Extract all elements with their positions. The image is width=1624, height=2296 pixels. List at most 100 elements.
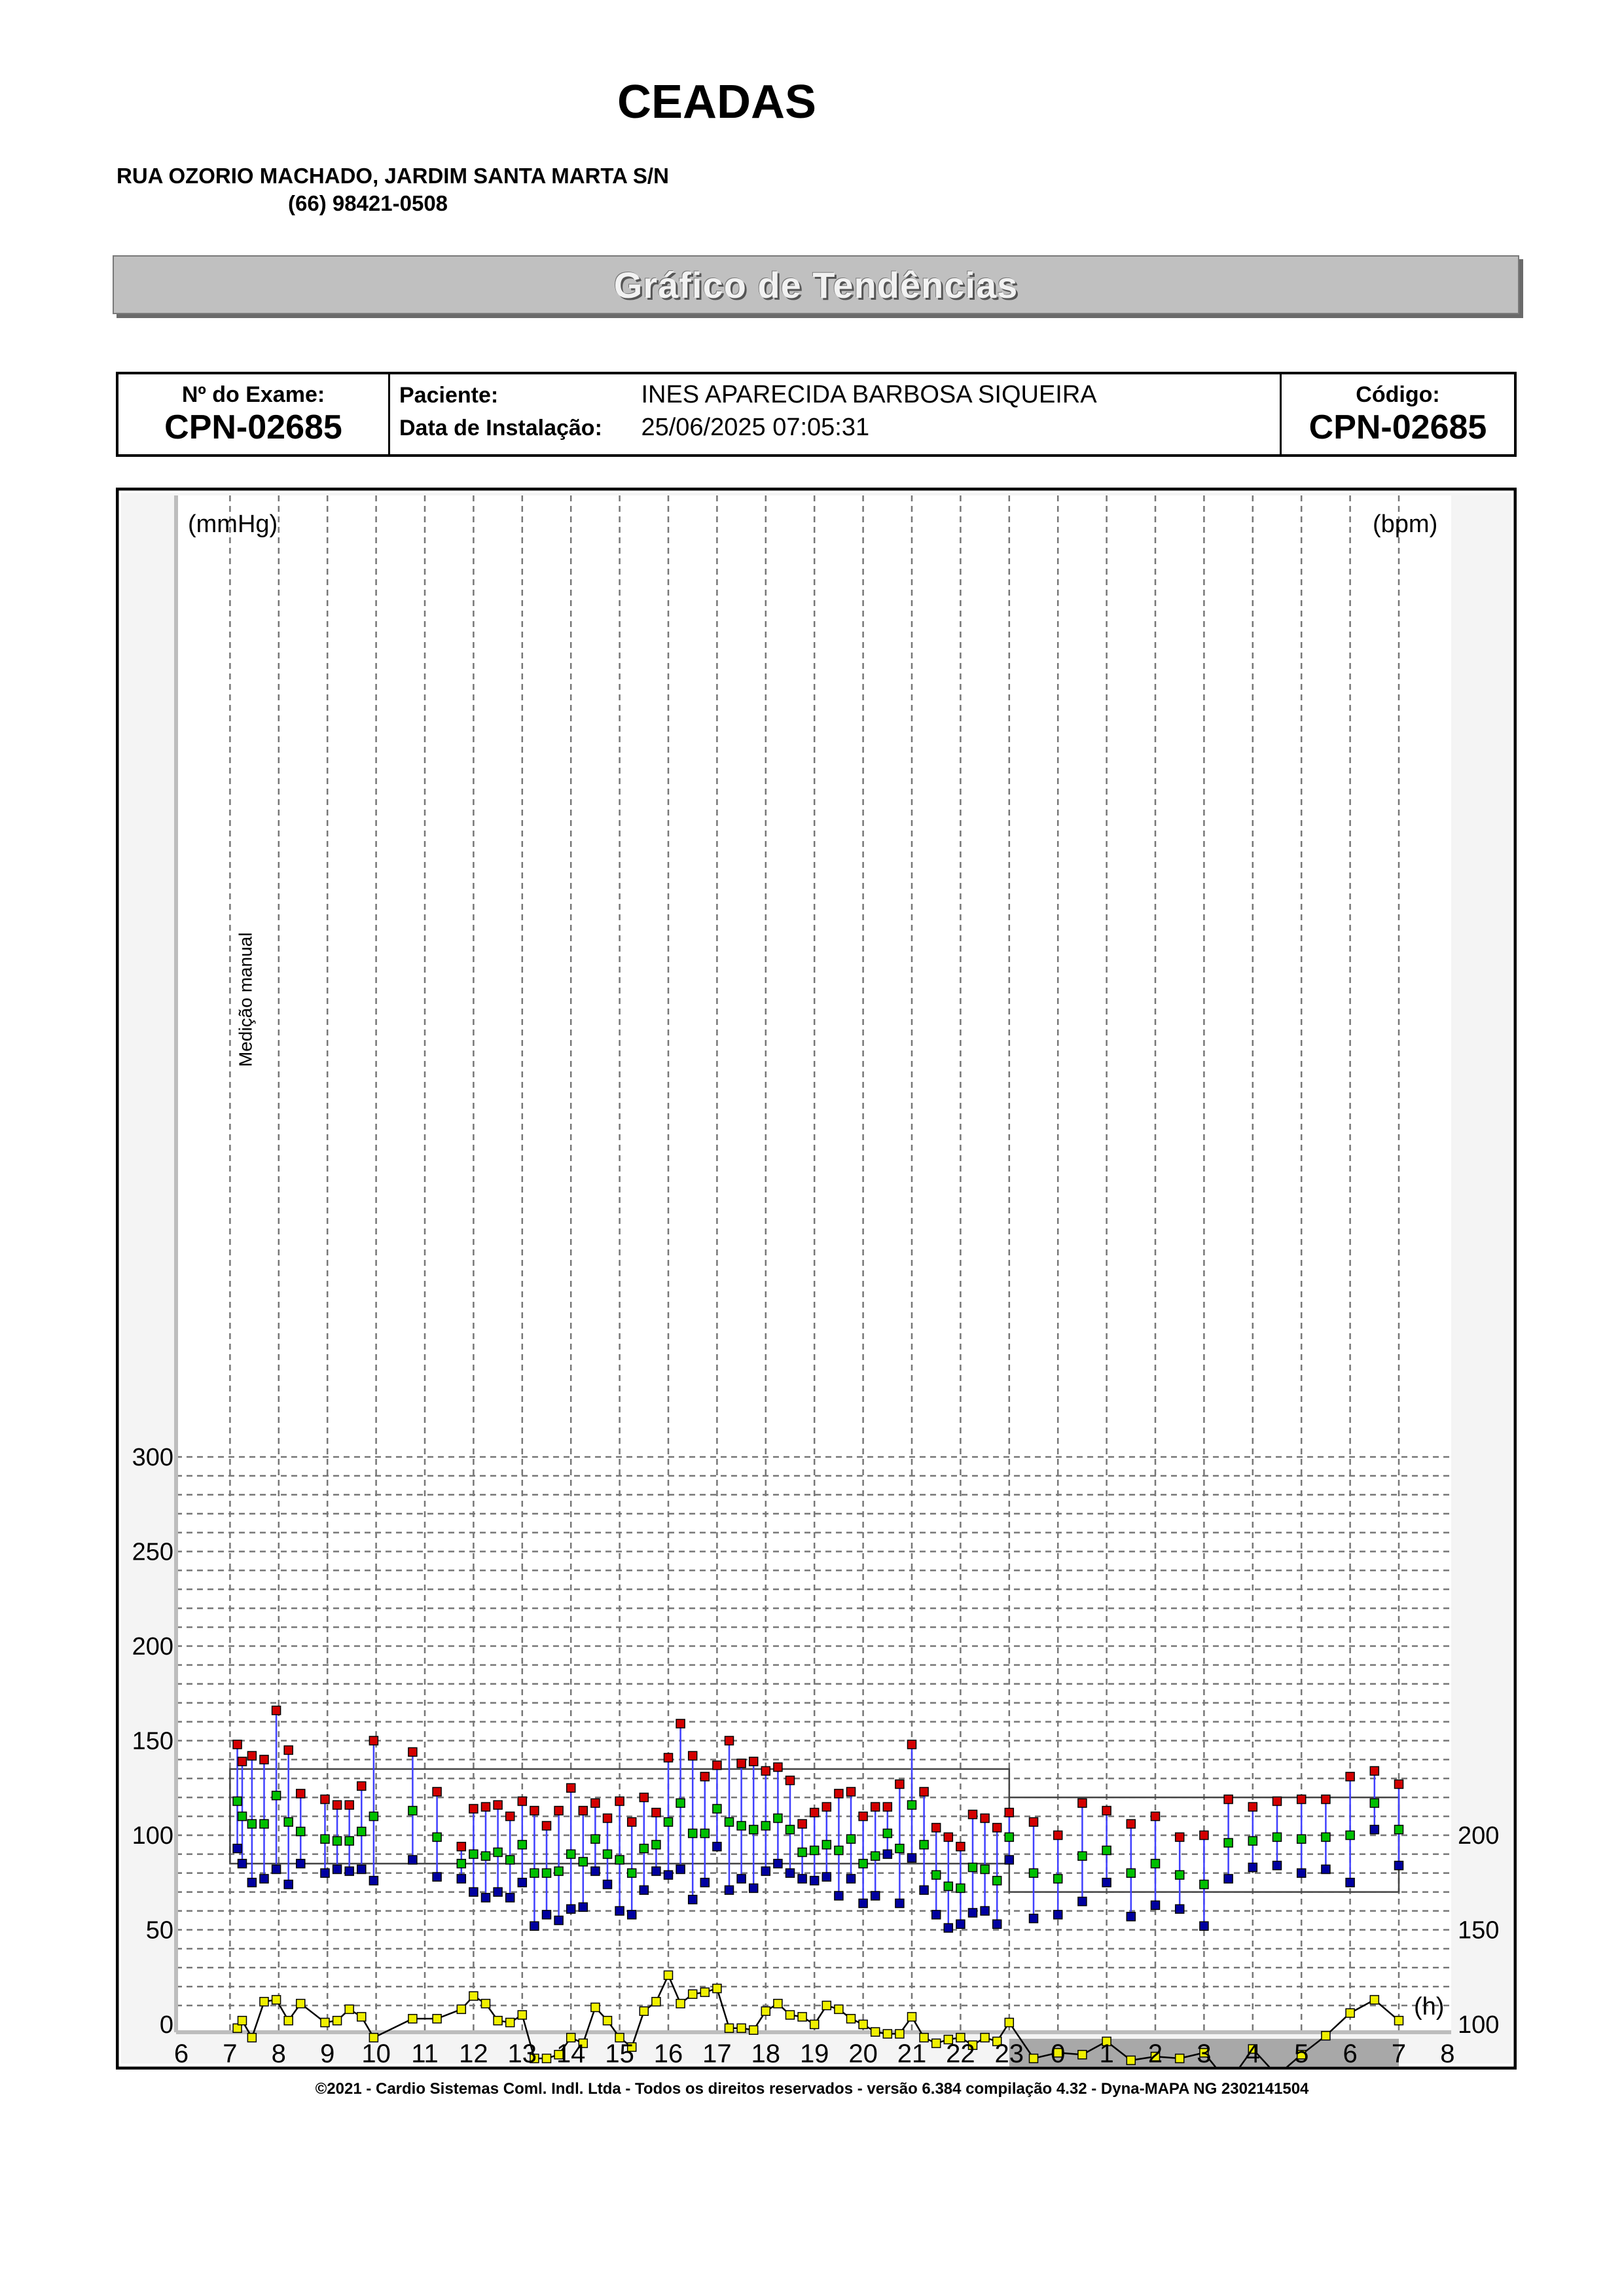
systolic-point bbox=[369, 1736, 379, 1746]
diastolic-point bbox=[578, 1902, 588, 1912]
diastolic-point bbox=[1394, 1860, 1404, 1871]
diastolic-point bbox=[554, 1915, 564, 1926]
systolic-point bbox=[469, 1804, 478, 1814]
systolic-point bbox=[761, 1766, 771, 1776]
mean-point bbox=[797, 1847, 807, 1857]
systolic-point bbox=[408, 1747, 418, 1757]
x-axis-tick-label: 5 bbox=[1294, 2039, 1308, 2068]
diastolic-point bbox=[821, 1872, 832, 1882]
heart-rate-point bbox=[247, 2032, 257, 2043]
systolic-point bbox=[1345, 1772, 1355, 1782]
systolic-point bbox=[1199, 1830, 1209, 1840]
mean-point bbox=[357, 1826, 367, 1837]
heart-rate-point bbox=[480, 1998, 491, 2009]
heart-rate-point bbox=[232, 2023, 242, 2034]
heart-rate-point bbox=[369, 2032, 379, 2043]
diastolic-point bbox=[870, 1891, 880, 1901]
x-axis-tick-label: 22 bbox=[946, 2039, 975, 2068]
heart-rate-point bbox=[943, 2034, 954, 2045]
mean-point bbox=[821, 1840, 832, 1850]
mean-point bbox=[980, 1864, 990, 1874]
x-axis-tick-label: 12 bbox=[459, 2039, 488, 2068]
diastolic-point bbox=[1077, 1896, 1087, 1907]
heart-rate-point bbox=[712, 1983, 722, 1994]
systolic-point bbox=[480, 1802, 491, 1812]
systolic-point bbox=[736, 1758, 746, 1768]
diastolic-point bbox=[651, 1866, 661, 1876]
heart-rate-point bbox=[1394, 2015, 1404, 2026]
diastolic-point bbox=[1126, 1912, 1136, 1922]
mean-point bbox=[956, 1883, 965, 1893]
diastolic-point bbox=[1248, 1862, 1258, 1873]
systolic-point bbox=[943, 1832, 954, 1842]
mean-point bbox=[834, 1845, 844, 1856]
clinic-phone: (66) 98421-0508 bbox=[288, 191, 448, 215]
heart-rate-point bbox=[931, 2038, 941, 2049]
systolic-point bbox=[1028, 1817, 1039, 1827]
manual-measurement-annotation: Medição manual bbox=[236, 933, 256, 1067]
right-axis-tick-label: 200 bbox=[1458, 1822, 1499, 1850]
heart-rate-point bbox=[639, 2006, 649, 2017]
heart-rate-point bbox=[1004, 2017, 1015, 2028]
heart-rate-point bbox=[809, 2019, 820, 2030]
heart-rate-point bbox=[1102, 2036, 1111, 2047]
mean-point bbox=[882, 1828, 893, 1839]
heart-rate-point bbox=[1028, 2053, 1039, 2064]
mean-point bbox=[615, 1855, 624, 1865]
exam-number-label: Nº do Exame: bbox=[181, 382, 325, 407]
mean-point bbox=[943, 1881, 954, 1892]
systolic-point bbox=[858, 1811, 868, 1821]
diastolic-point bbox=[480, 1893, 491, 1903]
heart-rate-line bbox=[236, 1973, 1399, 2085]
heart-rate-point bbox=[271, 1995, 281, 2005]
left-axis-tick-label: 100 bbox=[132, 1822, 173, 1850]
systolic-point bbox=[344, 1800, 354, 1810]
x-axis-tick-label: 13 bbox=[508, 2039, 537, 2068]
left-axis-tick-label: 250 bbox=[132, 1539, 173, 1566]
code-value: CPN-02685 bbox=[1308, 408, 1487, 446]
x-axis-tick-label: 19 bbox=[800, 2039, 829, 2068]
systolic-point bbox=[870, 1802, 880, 1812]
diastolic-point bbox=[1369, 1825, 1380, 1835]
systolic-point bbox=[578, 1806, 588, 1816]
systolic-point bbox=[566, 1783, 576, 1793]
x-axis-tick-label: 8 bbox=[272, 2039, 286, 2068]
diastolic-point bbox=[907, 1853, 917, 1863]
mean-point bbox=[1053, 1874, 1063, 1884]
mean-point bbox=[785, 1825, 795, 1835]
systolic-point bbox=[1174, 1832, 1185, 1842]
systolic-point bbox=[1248, 1802, 1258, 1812]
diastolic-point bbox=[237, 1859, 247, 1869]
heart-rate-point bbox=[919, 2032, 929, 2043]
systolic-point bbox=[639, 1792, 649, 1803]
mean-point bbox=[919, 1840, 929, 1850]
mean-point bbox=[530, 1868, 539, 1878]
systolic-point bbox=[1077, 1798, 1087, 1808]
diastolic-point bbox=[283, 1879, 293, 1890]
heart-rate-point bbox=[1345, 2008, 1355, 2018]
systolic-point bbox=[967, 1809, 978, 1820]
systolic-point bbox=[992, 1823, 1002, 1833]
code-cell: Código: CPN-02685 bbox=[1282, 374, 1514, 454]
systolic-point bbox=[1321, 1794, 1331, 1804]
trend-chart: 0501001502002503000501001502006789101112… bbox=[115, 487, 1517, 2228]
mean-point bbox=[992, 1876, 1002, 1886]
x-axis-tick-label: 3 bbox=[1197, 2039, 1211, 2068]
diastolic-point bbox=[687, 1895, 698, 1905]
mean-point bbox=[566, 1849, 576, 1859]
systolic-point bbox=[1369, 1766, 1380, 1776]
systolic-point bbox=[980, 1813, 990, 1823]
heart-rate-point bbox=[259, 1997, 269, 2007]
mean-point bbox=[639, 1843, 649, 1854]
left-axis-tick-label: 300 bbox=[132, 1444, 173, 1471]
diastolic-point bbox=[956, 1919, 965, 1929]
diastolic-point bbox=[700, 1878, 710, 1888]
diastolic-point bbox=[724, 1885, 734, 1895]
mean-point bbox=[1248, 1836, 1258, 1846]
mean-point bbox=[724, 1817, 734, 1827]
mean-point bbox=[602, 1849, 613, 1859]
diastolic-point bbox=[967, 1908, 978, 1918]
mean-point bbox=[748, 1825, 759, 1835]
diastolic-point bbox=[1321, 1864, 1331, 1874]
left-axis-unit: (mmHg) bbox=[188, 511, 278, 538]
